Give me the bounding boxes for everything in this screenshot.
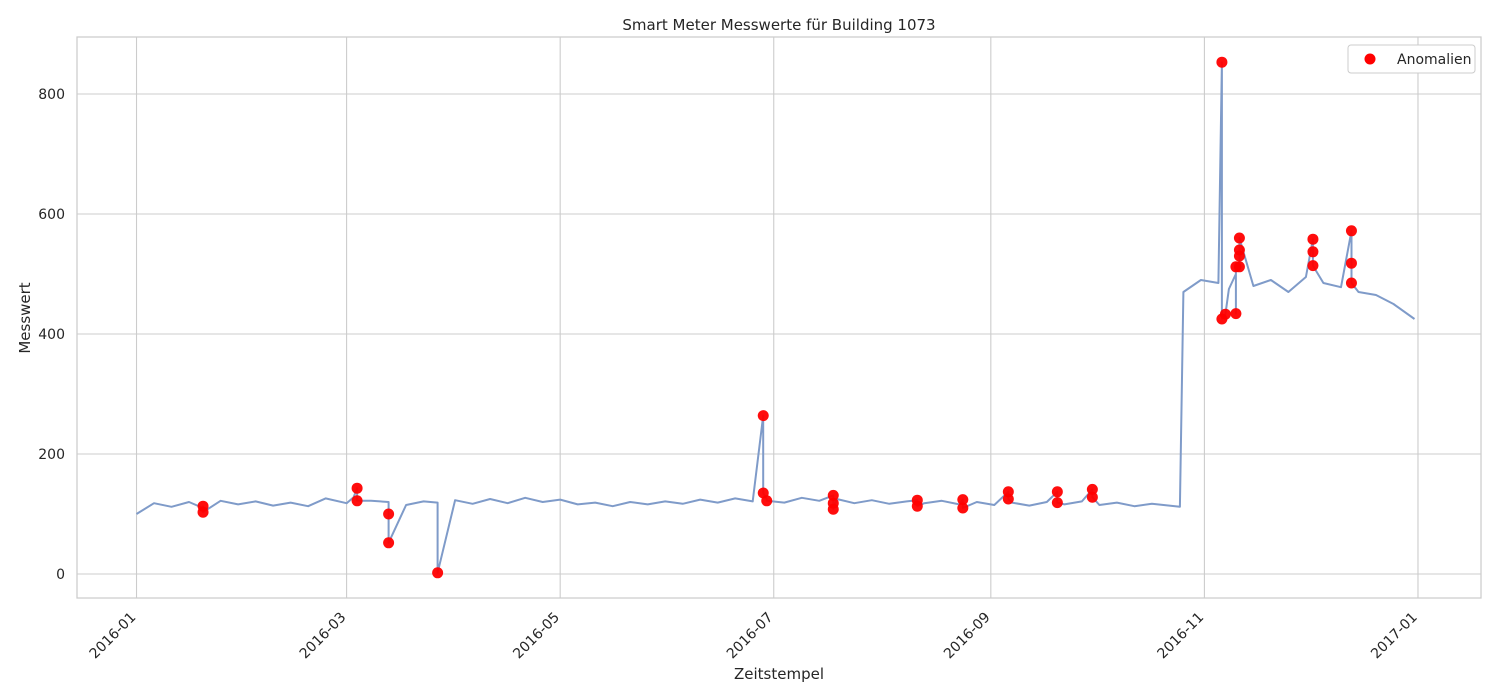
anomaly-point bbox=[1345, 225, 1357, 237]
anomaly-point bbox=[761, 495, 773, 507]
y-axis-label: Messwert bbox=[16, 282, 34, 353]
anomaly-point bbox=[1216, 56, 1228, 68]
anomaly-point bbox=[1233, 261, 1245, 273]
legend-label: Anomalien bbox=[1397, 52, 1472, 68]
anomaly-point bbox=[957, 494, 969, 506]
anomaly-points-group bbox=[197, 56, 1357, 579]
anomaly-point bbox=[197, 506, 209, 518]
anomaly-point bbox=[827, 489, 839, 501]
plot-background bbox=[77, 37, 1481, 598]
anomaly-point bbox=[1307, 260, 1319, 272]
anomaly-point bbox=[1086, 491, 1098, 503]
anomaly-point bbox=[757, 410, 769, 422]
x-tick-labels: 2016-01 2016-03 2016-05 2016-07 2016-09 2016-… bbox=[87, 610, 1421, 663]
legend-box bbox=[1347, 44, 1476, 74]
anomaly-point bbox=[432, 567, 444, 579]
grid bbox=[77, 37, 1481, 598]
x-tick-label: 2016-07 bbox=[724, 610, 777, 663]
anomaly-point bbox=[1002, 493, 1014, 505]
y-tick-label: 200 bbox=[38, 447, 65, 463]
anomaly-point bbox=[351, 482, 363, 494]
anomaly-point bbox=[383, 508, 395, 520]
y-tick-label: 400 bbox=[38, 327, 65, 343]
plot-frame bbox=[76, 36, 1482, 599]
x-tick-label: 2016-01 bbox=[87, 610, 140, 663]
chart-title: Smart Meter Messwerte für Building 1073 bbox=[622, 16, 935, 34]
anomaly-point bbox=[1219, 308, 1231, 320]
anomaly-point bbox=[1051, 497, 1063, 509]
x-tick-label: 2016-05 bbox=[510, 610, 563, 663]
x-tick-label: 2016-11 bbox=[1155, 610, 1208, 663]
x-tick-label: 2016-03 bbox=[297, 610, 350, 663]
y-tick-labels: 0 200 400 600 800 bbox=[38, 87, 65, 583]
anomaly-point bbox=[1051, 486, 1063, 498]
anomaly-point bbox=[957, 502, 969, 514]
anomaly-point bbox=[383, 537, 395, 549]
anomaly-point bbox=[1233, 244, 1245, 256]
legend-anomaly-marker bbox=[1364, 53, 1376, 65]
anomaly-point bbox=[1307, 233, 1319, 245]
anomaly-point bbox=[351, 495, 363, 507]
anomaly-point bbox=[1086, 483, 1098, 495]
y-tick-label: 600 bbox=[38, 207, 65, 223]
anomaly-point bbox=[827, 503, 839, 515]
x-tick-label: 2017-01 bbox=[1368, 610, 1421, 663]
y-tick-label: 800 bbox=[38, 87, 65, 103]
y-tick-label: 0 bbox=[56, 567, 65, 583]
anomaly-point bbox=[1345, 257, 1357, 269]
legend: Anomalien bbox=[1347, 44, 1476, 74]
x-axis-label: Zeitstempel bbox=[734, 665, 824, 683]
anomaly-point bbox=[1233, 232, 1245, 244]
anomaly-point bbox=[1307, 246, 1319, 258]
anomaly-point bbox=[911, 500, 923, 512]
anomaly-point bbox=[1230, 308, 1242, 320]
x-tick-label: 2016-09 bbox=[941, 610, 994, 663]
anomaly-point bbox=[1345, 277, 1357, 289]
